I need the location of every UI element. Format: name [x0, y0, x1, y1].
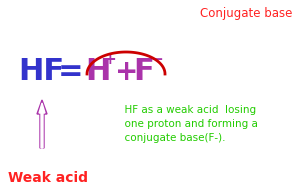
Text: =: =	[58, 57, 84, 87]
Text: −: −	[150, 53, 163, 68]
Polygon shape	[39, 103, 45, 148]
Text: Weak acid: Weak acid	[8, 171, 88, 185]
Text: HF as a weak acid  losing: HF as a weak acid losing	[118, 105, 256, 115]
Text: one proton and forming a: one proton and forming a	[118, 119, 258, 129]
Polygon shape	[37, 100, 47, 148]
Text: H: H	[85, 57, 110, 87]
Text: Conjugate base: Conjugate base	[200, 8, 292, 21]
Text: +: +	[115, 58, 138, 86]
Text: +: +	[103, 53, 116, 68]
Text: HF: HF	[18, 57, 64, 87]
Text: F: F	[133, 57, 154, 87]
Text: conjugate base(F-).: conjugate base(F-).	[118, 133, 226, 143]
